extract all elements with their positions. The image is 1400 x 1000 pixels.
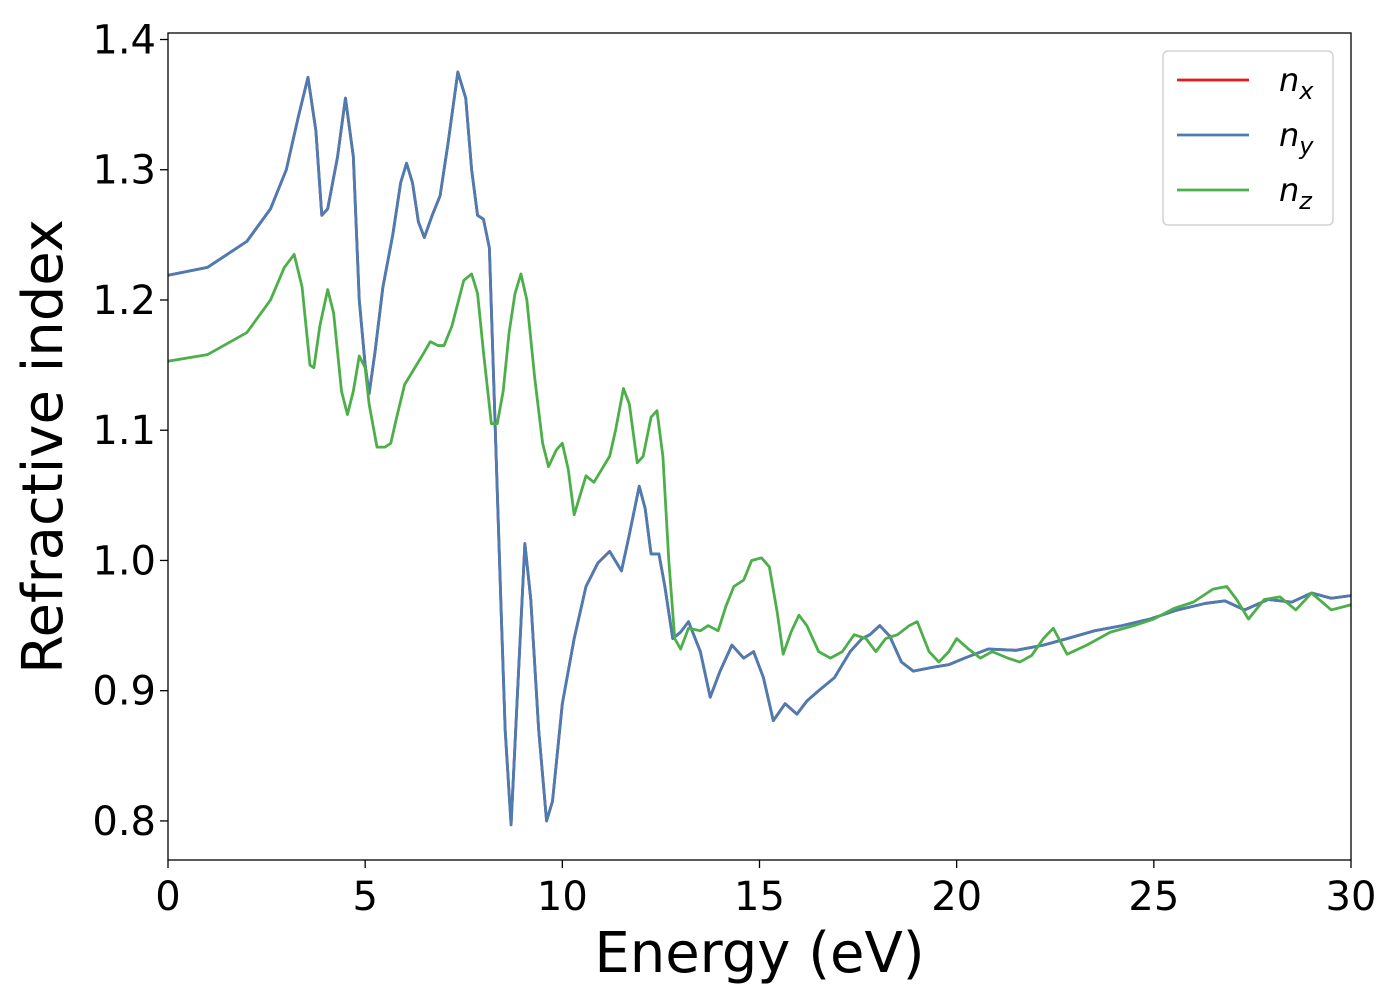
legend-label-n-x: nx (1279, 61, 1314, 105)
y-axis-title: Refractive index (11, 219, 76, 674)
series-line-n-y (168, 70, 1351, 827)
legend: nx ny nz (1162, 50, 1334, 226)
y-axis-ticks: 0.8 0.9 1.0 1.1 1.2 1.3 1.4 (92, 18, 168, 845)
legend-label-n-y: ny (1279, 116, 1314, 160)
x-tick-label: 30 (1326, 874, 1377, 920)
x-tick-label: 0 (155, 874, 180, 920)
plot-background (168, 33, 1351, 860)
y-tick-label: 1.3 (92, 148, 156, 194)
x-tick-label: 10 (537, 874, 588, 920)
y-tick-label: 0.8 (92, 799, 156, 845)
x-axis-ticks: 0 5 10 15 20 25 30 (155, 860, 1376, 920)
x-tick-label: 25 (1128, 874, 1179, 920)
x-tick-label: 15 (734, 874, 785, 920)
y-tick-label: 1.4 (92, 18, 156, 64)
x-tick-label: 20 (931, 874, 982, 920)
series-lines (168, 70, 1351, 827)
y-tick-label: 1.1 (92, 408, 156, 454)
y-tick-label: 1.2 (92, 278, 156, 324)
legend-box (1162, 50, 1334, 226)
legend-label-n-z: nz (1279, 171, 1313, 215)
x-axis-title: Energy (eV) (594, 921, 924, 986)
series-line-n-z (168, 253, 1351, 664)
x-tick-label: 5 (352, 874, 377, 920)
y-tick-label: 1.0 (92, 538, 156, 584)
y-tick-label: 0.9 (92, 669, 156, 715)
